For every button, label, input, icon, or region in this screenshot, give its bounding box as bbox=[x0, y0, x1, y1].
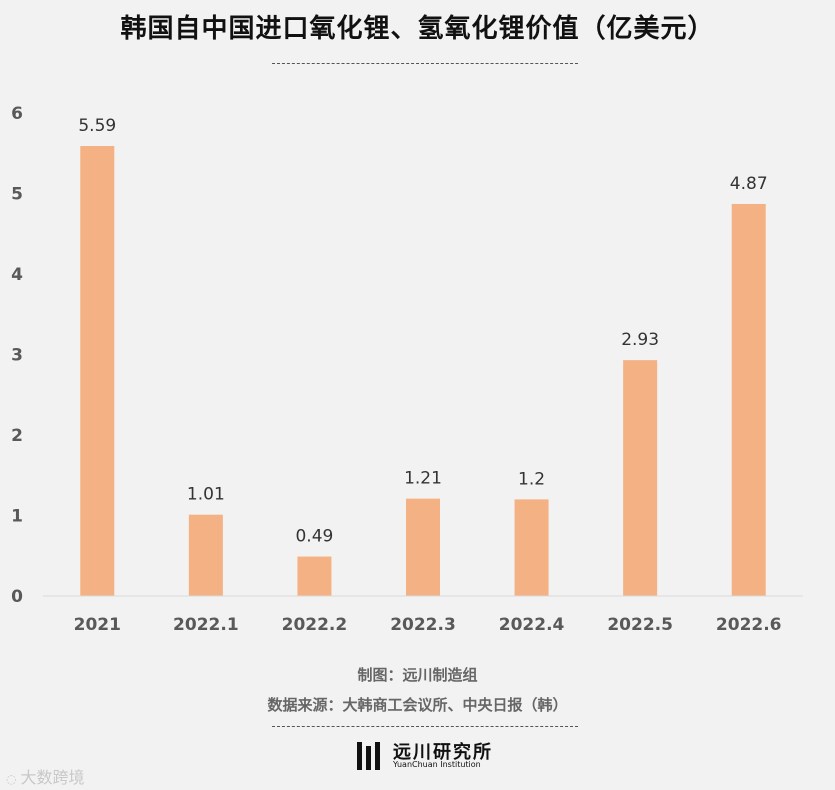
bars bbox=[80, 146, 766, 596]
brand-logo: 远川研究所 YuanChuan Institution bbox=[355, 738, 505, 774]
value-label: 1.21 bbox=[404, 469, 442, 489]
y-tick-label: 3 bbox=[11, 346, 23, 366]
value-labels: 5.59 1.01 0.49 1.21 1.2 2.93 4.87 bbox=[78, 116, 767, 547]
y-tick-label: 4 bbox=[11, 265, 23, 285]
y-tick-label: 5 bbox=[11, 185, 23, 205]
value-label: 5.59 bbox=[78, 116, 116, 136]
y-tick-label: 2 bbox=[11, 426, 23, 446]
x-tick-label: 2021 bbox=[74, 615, 121, 635]
title-divider bbox=[272, 63, 578, 64]
data-source: 数据来源：大韩商工会议所、中央日报（韩） bbox=[267, 696, 568, 714]
bar-2022.5 bbox=[623, 360, 658, 596]
bar-2021 bbox=[80, 146, 115, 596]
logo-subtitle: YuanChuan Institution bbox=[393, 760, 481, 769]
bar-chart: 0 1 2 3 4 5 6 5.59 1.01 0.49 1.21 1.2 2.93 4.87 2021… bbox=[11, 104, 803, 635]
watermark-icon: ◌ bbox=[6, 772, 17, 786]
x-tick-label: 2022.1 bbox=[173, 615, 239, 635]
value-label: 0.49 bbox=[295, 527, 333, 547]
chart-title: 韩国自中国进口氧化锂、氢氧化锂价值（亿美元） bbox=[120, 14, 715, 44]
bar-2022.1 bbox=[188, 514, 223, 596]
value-label: 4.87 bbox=[730, 174, 768, 194]
x-tick-label: 2022.3 bbox=[390, 615, 456, 635]
bar-2022.6 bbox=[731, 203, 766, 596]
watermark-text: 大数跨境 bbox=[20, 768, 85, 787]
x-axis-ticks: 2021 2022.1 2022.2 2022.3 2022.4 2022.5 2022.6 bbox=[74, 615, 782, 635]
x-tick-label: 2022.5 bbox=[607, 615, 673, 635]
value-label: 1.01 bbox=[187, 485, 225, 505]
bar-2022.3 bbox=[406, 498, 440, 596]
footer-divider bbox=[272, 726, 578, 727]
value-label: 2.93 bbox=[621, 330, 659, 350]
x-tick-label: 2022.6 bbox=[716, 615, 782, 635]
logo-name: 远川研究所 bbox=[393, 742, 493, 763]
y-tick-label: 6 bbox=[11, 104, 23, 124]
x-tick-label: 2022.2 bbox=[282, 615, 348, 635]
chart-maker-credit: 制图：远川制造组 bbox=[357, 666, 478, 684]
y-axis-ticks: 0 1 2 3 4 5 6 bbox=[11, 104, 23, 607]
x-tick-label: 2022.4 bbox=[499, 615, 565, 635]
bar-2022.4 bbox=[514, 499, 549, 596]
value-label: 1.2 bbox=[518, 469, 545, 489]
y-tick-label: 0 bbox=[11, 587, 23, 607]
bar-2022.2 bbox=[297, 556, 332, 596]
watermark: ◌ 大数跨境 bbox=[6, 764, 85, 788]
y-tick-label: 1 bbox=[11, 507, 23, 527]
logo-bars-icon bbox=[357, 742, 380, 770]
